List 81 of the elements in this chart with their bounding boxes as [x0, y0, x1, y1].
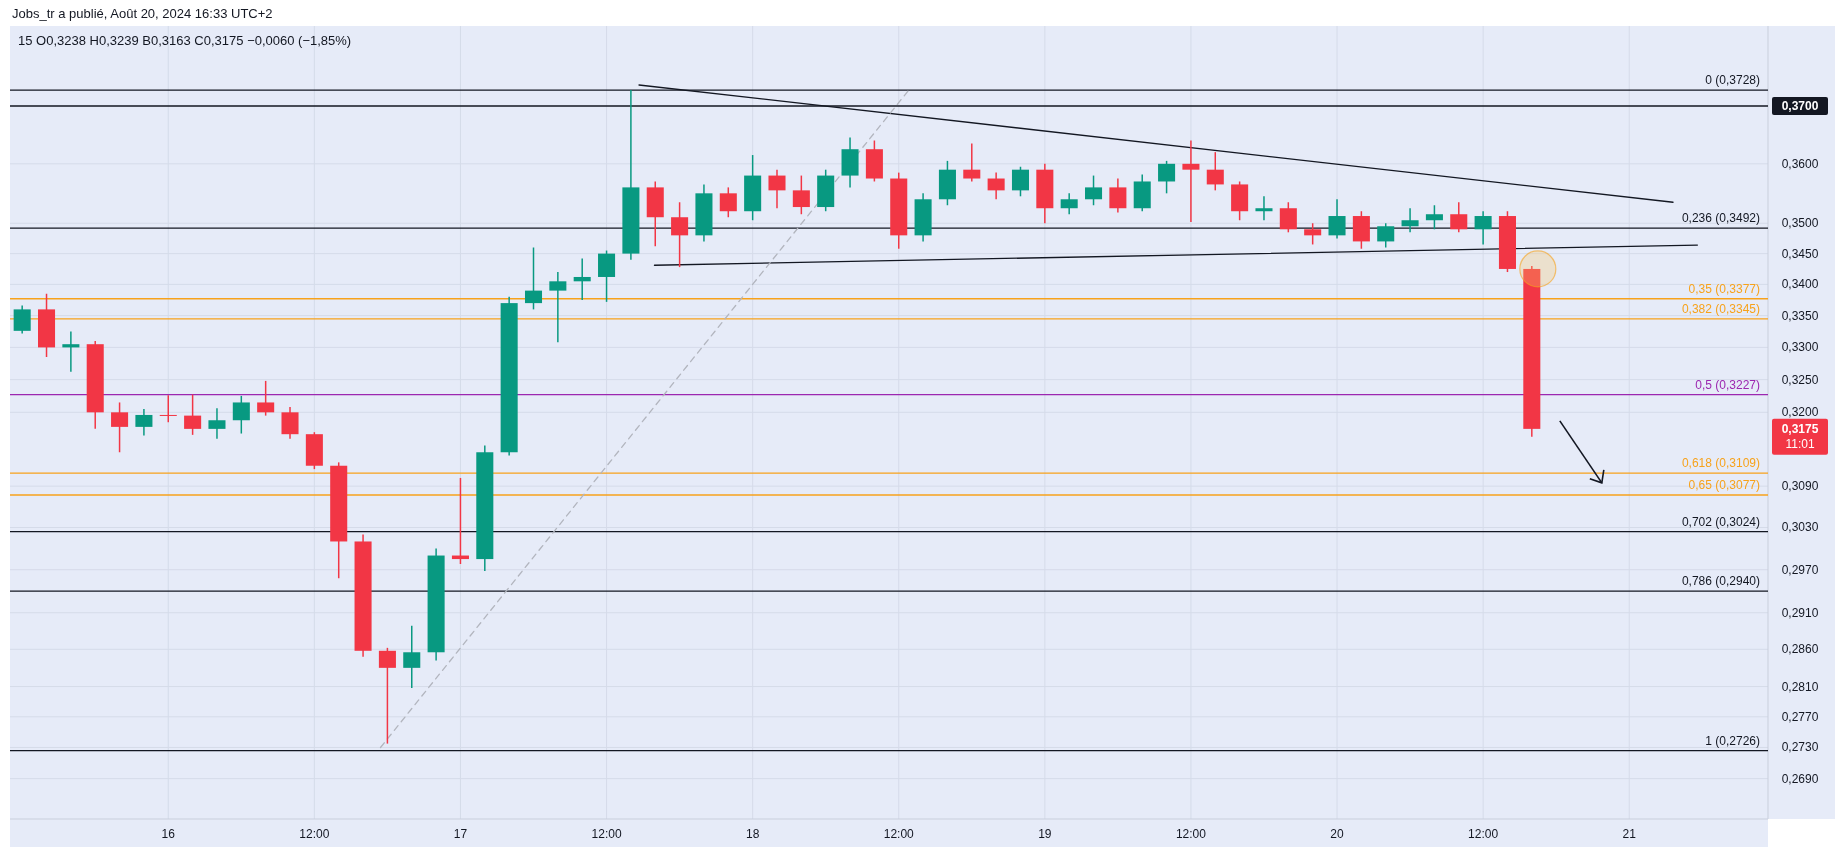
ref-line-label: 0,702 (0,3024) [1681, 514, 1760, 529]
candlestick [1425, 204, 1443, 231]
y-tick-label: 0,3350 [1781, 308, 1819, 323]
candlestick [768, 168, 786, 209]
candlestick [1255, 195, 1273, 221]
candlestick [1304, 222, 1322, 246]
y-tick-label: 0,2810 [1781, 679, 1819, 694]
candlestick [1206, 151, 1224, 192]
candlestick [403, 625, 421, 689]
ref-line-label: 0 (0,3728) [1705, 73, 1760, 88]
candlestick [987, 171, 1005, 201]
candlestick [1109, 177, 1127, 214]
x-tick-label: 12:00 [1468, 827, 1499, 841]
ref-line-label: 0,35 (0,3377) [1688, 281, 1760, 296]
candlestick [792, 174, 810, 215]
candlestick [184, 393, 202, 436]
candlestick [281, 406, 299, 440]
y-tick-label: 0,3600 [1781, 156, 1819, 171]
x-tick-label: 12:00 [299, 827, 330, 841]
candlestick [1377, 222, 1395, 249]
candlestick [1450, 201, 1468, 234]
candlestick [1401, 207, 1419, 234]
ref-line-label: 0,3700 [1781, 99, 1819, 114]
x-tick-label: 19 [1038, 827, 1052, 841]
candlestick [1474, 210, 1492, 246]
y-tick-label: 0,3500 [1781, 216, 1819, 231]
y-tick-label: 0,3030 [1781, 520, 1819, 535]
candlestick [62, 330, 80, 373]
ref-line-label: 0,786 (0,2940) [1681, 574, 1760, 589]
y-tick-label: 0,3090 [1781, 479, 1819, 494]
ref-line-label: 1 (0,2726) [1705, 733, 1760, 748]
candlestick [1060, 192, 1078, 215]
candlestick [1011, 166, 1029, 198]
x-tick-label: 18 [745, 827, 760, 841]
y-tick-label: 0,2770 [1781, 709, 1819, 724]
ref-line-label: 0,236 (0,3492) [1681, 211, 1760, 226]
x-tick-label: 21 [1622, 827, 1637, 841]
candlestick [719, 186, 737, 218]
candlestick [111, 401, 129, 454]
ref-line-label: 0,5 (0,3227) [1695, 377, 1760, 392]
ref-line-label: 0,618 (0,3109) [1681, 456, 1760, 471]
candlestick [671, 201, 689, 268]
y-tick-label: 0,3300 [1781, 340, 1819, 355]
x-tick-label: 16 [161, 827, 176, 841]
y-tick-label: 0,2860 [1781, 642, 1819, 657]
chart-subtitle: Jobs_tr a publié, Août 20, 2024 16:33 UTC+2 [12, 6, 273, 21]
ref-line-label: 0,382 (0,3345) [1681, 301, 1760, 316]
x-tick-label: 12:00 [883, 827, 915, 841]
candlestick [524, 246, 543, 311]
x-tick-label: 12:00 [591, 827, 622, 841]
candlestick [159, 394, 177, 423]
candlestick [1158, 160, 1176, 195]
y-tick-label: 0,2910 [1781, 605, 1819, 620]
candlestick [13, 304, 31, 335]
text: 0,3175 [1781, 421, 1819, 436]
candlestick [135, 408, 153, 437]
candlestick [1279, 201, 1297, 234]
x-tick-label: 17 [453, 827, 468, 841]
ref-line-label: 0,65 (0,3077) [1688, 478, 1760, 493]
candlestick [1328, 198, 1346, 240]
y-tick-label: 0,2730 [1781, 740, 1819, 755]
candlestick [963, 142, 981, 183]
y-tick-label: 0,3450 [1781, 246, 1819, 261]
y-tick-label: 0,3400 [1781, 277, 1819, 292]
y-tick-label: 0,2690 [1781, 771, 1819, 786]
candlestick [549, 271, 567, 344]
candlestick [232, 395, 250, 435]
y-tick-label: 0,3200 [1781, 405, 1819, 420]
candlestick [598, 249, 616, 303]
candlestick [573, 257, 591, 301]
x-tick-label: 20 [1330, 827, 1345, 841]
y-tick-label: 0,3250 [1781, 372, 1819, 387]
text: 15 O0,3238 H0,3239 B0,3163 C0,3175 −0,0060 (−1,85%) [18, 33, 352, 48]
candlestick [208, 407, 226, 440]
candlestick [1182, 139, 1200, 223]
candlestick [378, 647, 396, 745]
candlestick [1085, 174, 1103, 206]
y-tick-label: 0,2970 [1781, 562, 1819, 577]
candlestick [257, 380, 275, 417]
text: 11:01 [1785, 436, 1815, 451]
x-tick-label: 12:00 [1175, 827, 1207, 841]
